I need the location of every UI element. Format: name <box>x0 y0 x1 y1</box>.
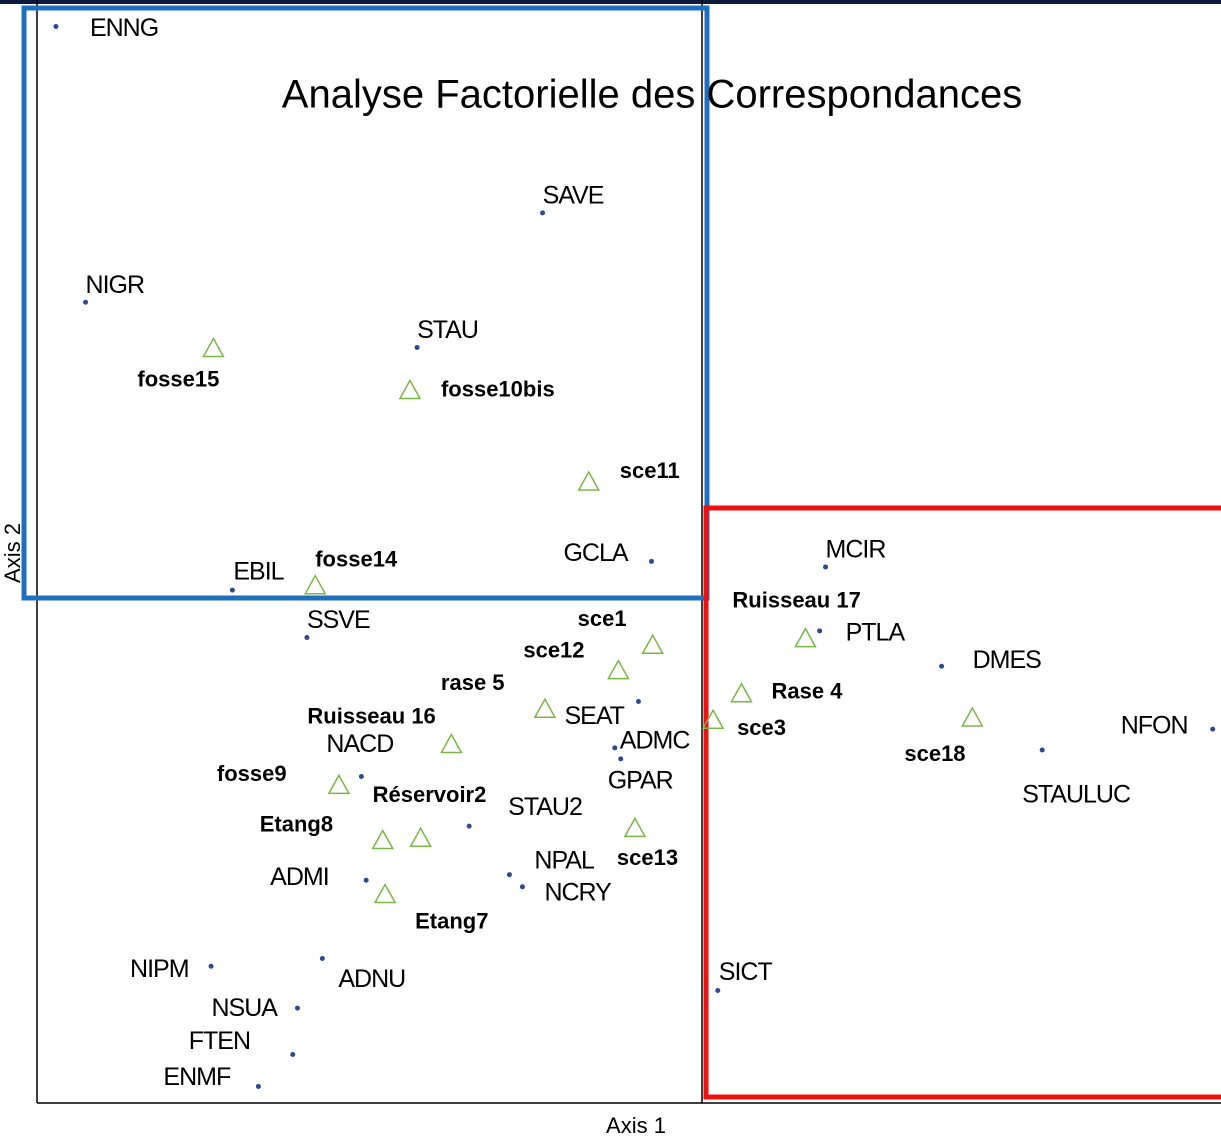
dot-marker <box>53 23 59 29</box>
site-label: sce13 <box>617 845 678 870</box>
triangle-marker <box>409 826 432 848</box>
dot-marker <box>817 628 823 634</box>
site-label: rase 5 <box>441 670 505 695</box>
site-label: Etang8 <box>260 811 333 836</box>
dot-marker <box>1210 726 1216 732</box>
triangle-marker <box>607 659 630 680</box>
point-label: NIGR <box>86 271 145 299</box>
point-label: MCIR <box>826 536 886 564</box>
dot-marker <box>648 558 654 564</box>
point-label: SICT <box>719 958 773 986</box>
point-label: PTLA <box>846 619 906 647</box>
dot-marker <box>83 299 89 305</box>
site-label: sce18 <box>904 741 965 766</box>
site-label: Rase 4 <box>771 679 843 704</box>
triangle-marker <box>202 337 225 358</box>
triangle-marker <box>577 470 601 491</box>
point-label: STAU <box>417 316 478 344</box>
dot-marker <box>466 823 472 829</box>
site-label: fosse15 <box>137 366 219 391</box>
triangle-marker <box>398 378 422 400</box>
site-label: Ruisseau 17 <box>732 587 860 612</box>
triangle-marker <box>794 627 817 648</box>
dot-marker <box>304 635 310 641</box>
point-label: ADMI <box>270 863 329 891</box>
dot-marker <box>540 210 546 216</box>
point-label: ADMC <box>620 726 691 754</box>
dot-marker <box>358 774 364 780</box>
blue-group-box <box>21 5 710 601</box>
site-label: sce3 <box>737 715 786 740</box>
dot-marker <box>208 963 214 969</box>
point-label: NPAL <box>534 846 595 874</box>
site-label: Réservoir2 <box>373 782 487 807</box>
triangle-marker <box>701 708 725 730</box>
dot-marker <box>414 344 420 350</box>
dot-marker <box>229 587 235 593</box>
point-label: NIPM <box>130 955 189 983</box>
site-label: Ruisseau 16 <box>307 703 435 728</box>
triangle-marker <box>371 828 395 850</box>
site-label: sce11 <box>620 458 680 483</box>
point-label: STAULUC <box>1022 781 1131 809</box>
point-label: NSUA <box>211 994 278 1022</box>
dot-marker <box>939 663 945 669</box>
point-label: NACD <box>326 730 393 758</box>
dot-marker <box>319 956 325 962</box>
site-label: fosse10bis <box>441 376 555 401</box>
x-axis-label: Axis 1 <box>606 1113 666 1138</box>
triangle-marker <box>730 682 753 703</box>
site-label: fosse9 <box>217 761 287 786</box>
y-axis-label: Axis 2 <box>0 523 25 583</box>
dot-marker <box>715 987 721 993</box>
dot-marker <box>612 745 618 751</box>
dot-marker <box>635 699 641 705</box>
point-label: ENNG <box>90 14 158 42</box>
point-label: SEAT <box>564 702 624 730</box>
point-label: ENMF <box>163 1063 231 1091</box>
site-label: fosse14 <box>315 547 398 572</box>
point-label: GCLA <box>563 539 628 567</box>
triangle-marker <box>303 574 327 595</box>
point-label: STAU2 <box>508 793 582 821</box>
point-label: SAVE <box>543 181 604 209</box>
point-label: DMES <box>973 646 1042 674</box>
point-label: SSVE <box>307 606 370 634</box>
dot-marker <box>255 1083 261 1089</box>
dot-marker <box>290 1051 296 1057</box>
site-label: sce12 <box>523 637 584 662</box>
point-label: NFON <box>1121 712 1188 740</box>
chart-title: Analyse Factorielle des Correspondances <box>282 73 1022 117</box>
site-label: sce1 <box>578 606 627 631</box>
point-label: ADNU <box>338 965 405 993</box>
triangle-marker <box>961 706 984 727</box>
dot-marker <box>823 564 829 570</box>
triangle-marker <box>327 773 351 795</box>
top-bar <box>0 0 1221 4</box>
dot-marker <box>363 877 369 883</box>
triangle-marker <box>641 633 664 655</box>
triangle-marker <box>533 697 557 718</box>
point-label: EBIL <box>233 558 284 586</box>
triangle-marker <box>373 882 397 904</box>
dot-marker <box>294 1005 300 1011</box>
triangle-marker <box>623 816 647 838</box>
point-label: NCRY <box>544 878 612 906</box>
site-label: Etang7 <box>415 908 488 933</box>
dot-marker <box>618 756 624 762</box>
dot-marker <box>519 884 525 890</box>
point-label: GPAR <box>608 766 673 794</box>
point-label: FTEN <box>189 1027 250 1055</box>
red-group-box <box>703 505 1221 1100</box>
triangle-marker <box>440 732 463 754</box>
dot-marker <box>1039 747 1045 753</box>
dot-marker <box>506 872 512 878</box>
